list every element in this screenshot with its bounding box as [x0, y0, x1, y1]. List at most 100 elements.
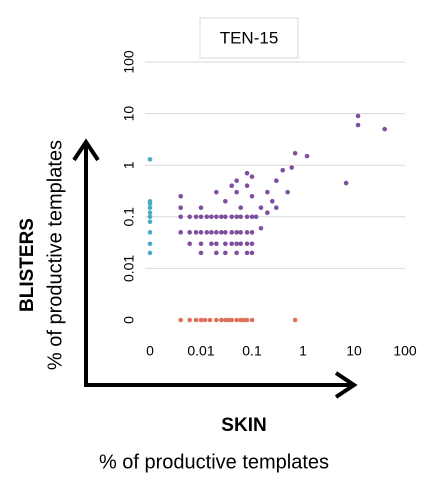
point: [214, 214, 219, 220]
point: [198, 250, 204, 256]
point: [147, 250, 153, 256]
point: [244, 241, 250, 247]
point: [218, 317, 224, 323]
point: [223, 317, 228, 323]
point: [238, 214, 243, 220]
y-tick-label: 0.01: [121, 255, 137, 282]
point: [204, 230, 210, 235]
y-label: BLISTERS: [17, 218, 38, 312]
point: [249, 174, 255, 179]
point: [147, 230, 153, 235]
point: [209, 214, 214, 220]
point: [274, 178, 279, 184]
point: [147, 157, 153, 162]
point: [178, 230, 184, 235]
point: [214, 230, 219, 235]
point: [355, 122, 361, 128]
point: [304, 153, 310, 159]
point: [234, 178, 239, 184]
point: [198, 214, 204, 220]
point: [234, 250, 239, 256]
x-tick-label: 1: [299, 343, 307, 359]
point: [234, 241, 239, 247]
point: [178, 205, 184, 211]
point: [147, 214, 153, 220]
point: [234, 214, 239, 220]
point: [218, 230, 224, 235]
point: [292, 151, 298, 156]
point: [147, 205, 153, 211]
point: [209, 230, 214, 235]
y-tick-label: 10: [121, 106, 137, 122]
point: [187, 241, 192, 247]
point: [214, 189, 219, 195]
point: [178, 193, 184, 199]
point: [187, 230, 192, 235]
point: [193, 317, 199, 323]
plot-area: 0 0.01 0.1 1 10 100 0 0.01 0.1 1 10 100: [121, 50, 417, 359]
point: [147, 241, 153, 247]
point: [229, 183, 235, 189]
point: [229, 317, 235, 323]
point: [207, 317, 213, 323]
x-tick-label: 0: [146, 343, 154, 359]
point: [147, 201, 153, 206]
point: [249, 317, 255, 323]
point: [218, 214, 224, 220]
point: [280, 167, 286, 173]
point: [229, 214, 235, 220]
point: [234, 189, 239, 195]
point: [234, 230, 239, 235]
x-tick-label: 0.01: [187, 343, 214, 359]
point: [198, 205, 204, 211]
point: [244, 230, 250, 235]
point: [244, 317, 250, 323]
point: [187, 214, 192, 220]
point: [253, 214, 259, 220]
chart-title: TEN-15: [220, 28, 279, 47]
point: [249, 241, 255, 247]
point: [355, 113, 361, 119]
y-tick-label: 0: [121, 316, 137, 324]
point: [193, 214, 199, 220]
point: [265, 189, 270, 195]
point: [274, 205, 279, 211]
point: [238, 230, 243, 235]
point: [285, 189, 290, 195]
point: [223, 250, 228, 256]
point: [269, 198, 275, 204]
point: [193, 230, 199, 235]
x-tick-label: 100: [393, 343, 417, 359]
point: [249, 250, 255, 256]
point: [178, 317, 184, 323]
point: [238, 205, 243, 211]
x-tick-label: 10: [346, 343, 362, 359]
point: [178, 214, 184, 220]
point: [223, 198, 228, 204]
point: [292, 317, 298, 323]
x-arrow-head: [334, 371, 358, 399]
point: [147, 219, 153, 225]
point: [214, 250, 219, 256]
point: [249, 230, 255, 235]
x-label: SKIN: [221, 415, 266, 436]
point: [223, 214, 228, 220]
point: [249, 193, 255, 199]
x-tick-label: 0.1: [242, 343, 262, 359]
point: [147, 210, 153, 216]
point: [343, 180, 349, 186]
point: [289, 165, 294, 170]
point: [198, 241, 204, 247]
point: [265, 210, 270, 216]
point: [238, 241, 243, 247]
point: [244, 214, 250, 220]
point: [244, 170, 250, 176]
point: [214, 317, 219, 323]
point: [202, 317, 208, 323]
point: [223, 230, 228, 235]
point: [214, 241, 219, 247]
y-arrow-head: [72, 138, 100, 162]
point: [234, 317, 239, 323]
point: [198, 317, 204, 323]
